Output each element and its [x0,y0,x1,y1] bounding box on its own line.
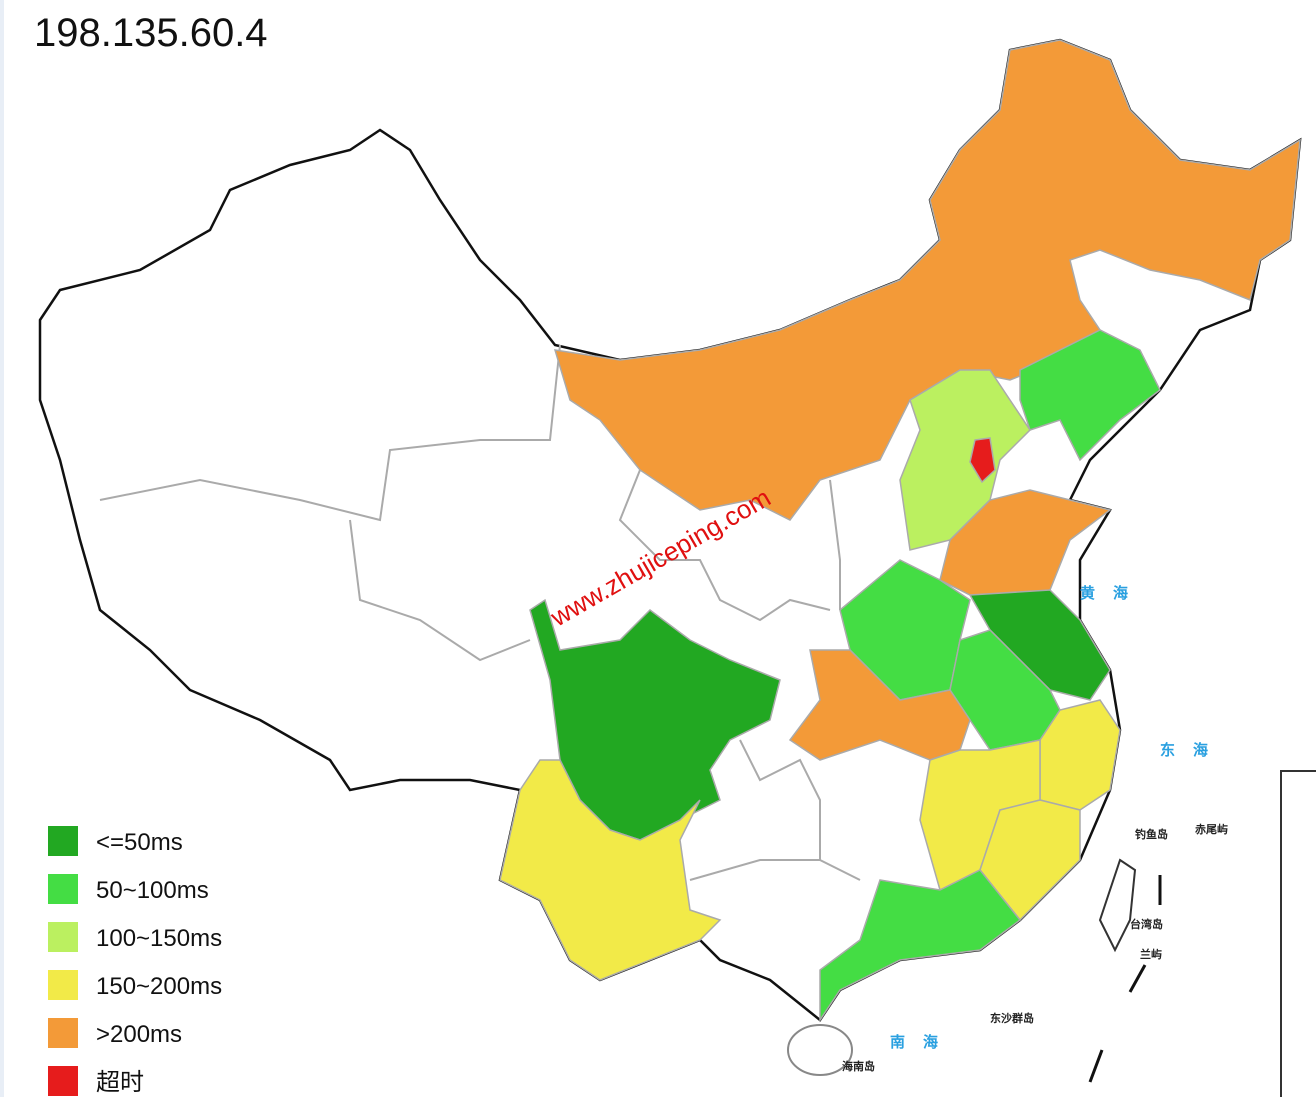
legend-swatch [48,922,78,952]
border-mark [1088,1049,1104,1083]
sea-label: 东海 [1160,741,1226,759]
island-label: 赤尾屿 [1195,822,1228,836]
legend-label: 超时 [96,1069,144,1096]
legend-label: 150~200ms [96,973,222,1000]
island-label: 台湾岛 [1130,917,1163,931]
inset-frame [1280,770,1316,1097]
region [1019,329,1161,462]
legend-label: >200ms [96,1021,182,1048]
legend-label: 50~100ms [96,877,209,904]
island-shape [1098,858,1137,953]
legend-swatch [48,874,78,904]
title: 198.135.60.4 [34,11,268,55]
region [899,369,1031,551]
region [553,39,1301,521]
legend-swatch [48,970,78,1000]
region [499,759,722,981]
region [819,869,1022,1023]
island-label: 钓鱼岛 [1135,827,1168,841]
sea-label: 南海 [890,1033,956,1051]
region [969,437,996,484]
island-label: 海南岛 [842,1059,875,1073]
legend-swatch [48,1066,78,1096]
legend-label: 100~150ms [96,925,222,952]
island-label: 兰屿 [1140,947,1162,961]
edge [0,0,4,1097]
provinces [499,39,1301,1023]
sea-label: 黄海 [1080,584,1146,602]
borders [99,344,861,881]
island-label: 东沙群岛 [990,1011,1034,1025]
legend-swatch [48,826,78,856]
legend-swatch [48,1018,78,1048]
region [939,489,1112,601]
island-shape [787,1024,853,1076]
border-mark [1128,964,1147,993]
legend-label: <=50ms [96,829,183,856]
legend: <=50ms 50~100ms 100~150ms 150~200ms >200ms 超时 [48,826,222,1096]
